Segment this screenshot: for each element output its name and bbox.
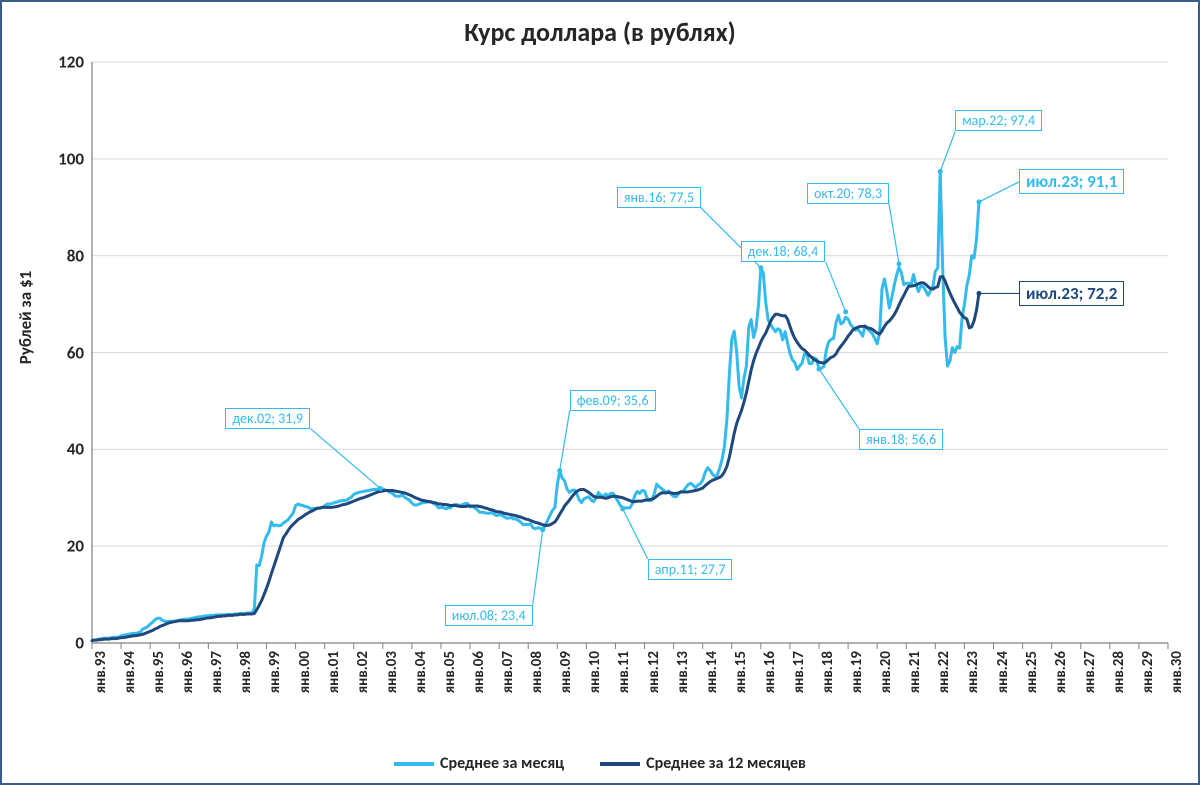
plot-svg [92, 62, 1168, 643]
x-tick-label: янв.24 [994, 651, 1012, 693]
x-tick-label: янв.96 [179, 651, 197, 693]
x-tick-label: янв.20 [877, 651, 895, 693]
chart-title: Курс доллара (в рублях) [2, 16, 1198, 48]
x-tick-label: янв.17 [790, 651, 808, 693]
x-tick-label: янв.93 [92, 651, 110, 693]
x-tick-label: янв.00 [296, 651, 314, 693]
legend-label: Среднее за 12 месяцев [646, 754, 806, 773]
x-tick-label: янв.29 [1139, 651, 1157, 693]
x-tick-label: янв.23 [964, 651, 982, 693]
x-tick-label: янв.15 [732, 651, 750, 693]
y-tick-label: 120 [58, 52, 84, 73]
x-tick-label: янв.27 [1081, 651, 1099, 693]
x-tick-label: янв.22 [935, 651, 953, 693]
y-tick-label: 80 [67, 245, 84, 266]
x-tick-label: янв.26 [1052, 651, 1070, 693]
y-tick-label: 100 [58, 148, 84, 169]
x-tick-label: янв.07 [499, 651, 517, 693]
x-tick-label: янв.14 [703, 651, 721, 693]
x-tick-label: янв.95 [150, 651, 168, 693]
x-tick-label: янв.13 [674, 651, 692, 693]
legend-label: Среднее за месяц [440, 754, 564, 773]
x-tick-label: янв.99 [266, 651, 284, 693]
x-tick-label: янв.25 [1023, 651, 1041, 693]
x-tick-label: янв.09 [557, 651, 575, 693]
x-tick-label: янв.10 [586, 651, 604, 693]
x-tick-label: янв.28 [1110, 651, 1128, 693]
legend-swatch [394, 762, 434, 766]
legend-item: Среднее за месяц [394, 754, 564, 773]
y-tick-label: 60 [67, 342, 84, 363]
x-tick-label: янв.94 [121, 651, 139, 693]
chart-frame: Курс доллара (в рублях) Рублей за $1 020… [0, 0, 1200, 785]
x-tick-label: янв.01 [325, 651, 343, 693]
x-tick-label: янв.04 [412, 651, 430, 693]
y-tick-label: 20 [67, 536, 84, 557]
plot-area: 020406080100120дек.02; 31,9июл.08; 23,4ф… [92, 62, 1168, 643]
legend-swatch [600, 762, 640, 766]
x-tick-label: янв.97 [208, 651, 226, 693]
x-tick-label: янв.98 [237, 651, 255, 693]
y-axis-label-wrap: Рублей за $1 [12, 2, 40, 633]
x-tick-label: янв.03 [383, 651, 401, 693]
x-tick-label: янв.30 [1168, 651, 1186, 693]
x-tick-label: янв.06 [470, 651, 488, 693]
x-tick-label: янв.19 [848, 651, 866, 693]
y-axis-label: Рублей за $1 [16, 271, 37, 364]
x-tick-label: янв.21 [906, 651, 924, 693]
x-tick-label: янв.08 [528, 651, 546, 693]
legend: Среднее за месяц Среднее за 12 месяцев [2, 752, 1198, 774]
y-tick-label: 40 [67, 439, 84, 460]
x-tick-label: янв.11 [615, 651, 633, 693]
x-tick-label: янв.05 [441, 651, 459, 693]
x-tick-label: янв.12 [645, 651, 663, 693]
x-tick-label: янв.18 [819, 651, 837, 693]
x-tick-label: янв.02 [354, 651, 372, 693]
legend-item: Среднее за 12 месяцев [600, 754, 806, 773]
y-tick-label: 0 [75, 633, 84, 654]
x-tick-label: янв.16 [761, 651, 779, 693]
